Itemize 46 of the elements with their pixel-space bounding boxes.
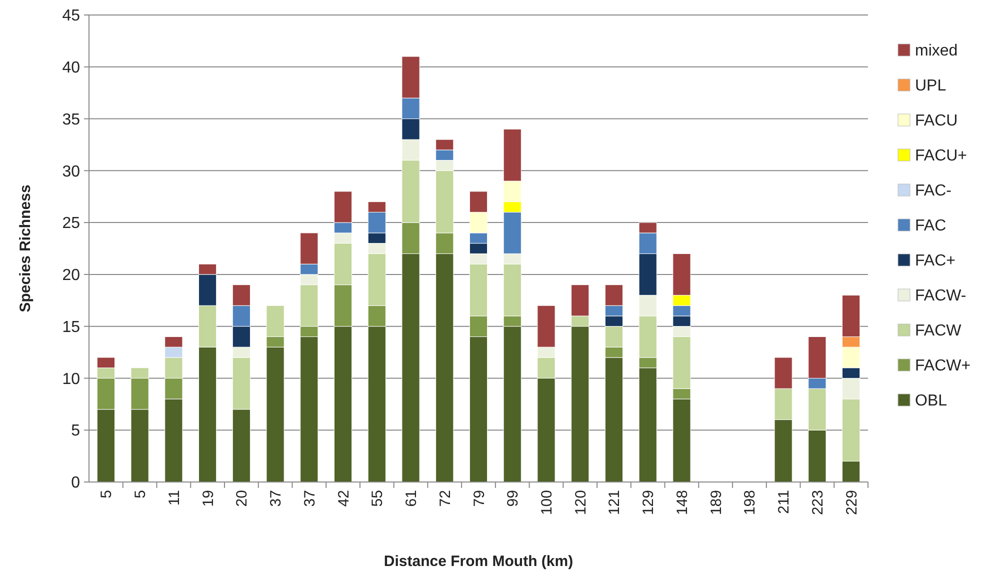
x-tick-label: 37 bbox=[268, 490, 285, 507]
y-tick-label: 25 bbox=[62, 215, 80, 232]
x-tick-label: 5 bbox=[132, 490, 150, 498]
legend-label: FACW+ bbox=[915, 358, 971, 375]
y-tick-label: 10 bbox=[62, 370, 80, 388]
x-tick-label: 148 bbox=[674, 490, 691, 516]
legend-label: FACW- bbox=[915, 288, 966, 305]
legend-label: FAC- bbox=[915, 182, 952, 200]
y-axis-title: Species Richness bbox=[17, 184, 34, 312]
legend-label: FAC bbox=[915, 218, 946, 235]
x-tick-label: 11 bbox=[166, 490, 183, 506]
y-tick-label: 30 bbox=[62, 163, 80, 180]
x-tick-label: 19 bbox=[200, 490, 217, 507]
x-tick-label: 5 bbox=[98, 490, 116, 498]
legend-label: mixed bbox=[915, 42, 958, 60]
x-tick-label: 223 bbox=[809, 490, 826, 516]
x-tick-label: 20 bbox=[234, 490, 251, 507]
x-tick-label: 72 bbox=[436, 490, 454, 507]
legend-label: UPL bbox=[915, 78, 946, 95]
x-tick-label: 189 bbox=[708, 490, 725, 516]
x-tick-label: 120 bbox=[572, 490, 590, 516]
x-tick-label: 42 bbox=[335, 490, 352, 507]
legend-label: FACU+ bbox=[915, 148, 968, 165]
x-tick-label: 79 bbox=[470, 490, 488, 507]
y-tick-label: 15 bbox=[62, 318, 80, 336]
y-tick-label: 0 bbox=[71, 474, 80, 492]
legend-label: FAC+ bbox=[915, 252, 956, 270]
legend-label: FACU bbox=[915, 112, 958, 130]
y-tick-label: 45 bbox=[62, 8, 80, 25]
x-tick-label: 121 bbox=[606, 490, 624, 516]
x-axis-title: Distance From Mouth (km) bbox=[384, 553, 574, 570]
x-tick-label: 61 bbox=[403, 490, 420, 507]
legend-label: FACW bbox=[915, 322, 962, 340]
y-tick-label: 5 bbox=[71, 422, 80, 440]
x-tick-label: 55 bbox=[369, 490, 386, 507]
legend-label: OBL bbox=[915, 392, 948, 410]
x-tick-label: 229 bbox=[843, 490, 860, 516]
x-tick-label: 129 bbox=[640, 490, 658, 516]
y-tick-label: 40 bbox=[62, 59, 80, 76]
y-tick-label: 35 bbox=[62, 111, 80, 128]
x-tick-label: 211 bbox=[776, 490, 793, 514]
x-tick-label: 100 bbox=[538, 490, 556, 516]
x-tick-label: 198 bbox=[742, 490, 759, 516]
x-tick-label: 99 bbox=[504, 490, 522, 507]
y-tick-label: 20 bbox=[62, 267, 80, 284]
x-tick-label: 37 bbox=[301, 490, 318, 507]
